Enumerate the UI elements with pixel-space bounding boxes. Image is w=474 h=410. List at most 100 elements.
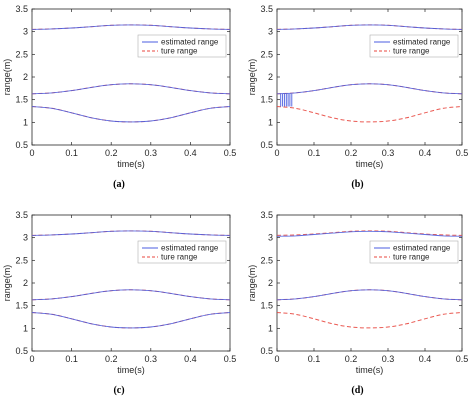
y-tick-label: 1 <box>23 117 28 127</box>
estimated-range-line-1 <box>32 230 230 236</box>
true-range-line-3 <box>277 312 462 329</box>
estimated-range-line-3 <box>32 312 230 329</box>
legend-label-estimated: estimated range <box>393 38 451 47</box>
y-tick-label: 1.5 <box>15 301 28 311</box>
y-tick-label: 1 <box>268 323 273 333</box>
x-tick-label: 0.4 <box>184 354 197 364</box>
x-tick-label: 0.3 <box>145 148 158 158</box>
estimated-range-line-1 <box>32 24 230 30</box>
y-tick-label: 1 <box>268 117 273 127</box>
y-tick-label: 2.5 <box>15 49 28 59</box>
x-tick-label: 0.2 <box>105 148 118 158</box>
legend-label-estimated: estimated range <box>161 244 219 253</box>
x-tick-label: 0.4 <box>419 148 432 158</box>
legend-label-true: ture range <box>161 47 198 56</box>
legend-label-estimated: estimated range <box>161 38 219 47</box>
estimated-range-line-2 <box>32 289 230 301</box>
y-tick-label: 0.5 <box>15 140 28 150</box>
y-axis-label: range(m) <box>247 265 257 302</box>
y-tick-label: 2 <box>268 278 273 288</box>
y-tick-label: 1.5 <box>260 95 273 105</box>
legend-label-true: ture range <box>393 47 430 56</box>
estimated-range-line-2 <box>277 83 462 95</box>
estimated-range-line-2 <box>277 289 462 301</box>
plot-lines <box>32 24 230 123</box>
legend-box <box>137 34 227 58</box>
estimated-range-line-3 <box>32 106 230 123</box>
y-tick-label: 3.5 <box>260 4 273 14</box>
estimated-range-line-1 <box>277 230 462 237</box>
x-tick-label: 0.2 <box>105 354 118 364</box>
plot-frame <box>31 214 231 352</box>
x-tick-label: 0.1 <box>65 148 78 158</box>
y-tick-label: 3.5 <box>260 210 273 220</box>
x-tick-label: 0.4 <box>419 354 432 364</box>
plot-frame <box>276 8 463 146</box>
y-tick-label: 3.5 <box>15 210 28 220</box>
legend-box <box>369 240 459 264</box>
plot-frame <box>31 8 231 146</box>
y-tick-label: 1.5 <box>260 301 273 311</box>
y-tick-label: 0.5 <box>260 346 273 356</box>
legend-label-true: ture range <box>393 253 430 262</box>
true-range-line-3 <box>277 106 462 123</box>
x-tick-label: 0.3 <box>145 354 158 364</box>
y-tick-label: 2 <box>23 278 28 288</box>
x-tick-label: 0.1 <box>308 148 321 158</box>
legend-label-true: ture range <box>161 253 198 262</box>
legend-label-estimated: estimated range <box>393 244 451 253</box>
estimated-range-line-2 <box>32 83 230 95</box>
y-axis-label: range(m) <box>2 59 12 96</box>
x-tick-label: 0.5 <box>456 354 469 364</box>
x-tick-label: 0.5 <box>456 148 469 158</box>
y-tick-label: 3 <box>23 27 28 37</box>
y-tick-label: 2.5 <box>260 255 273 265</box>
x-tick-label: 0 <box>29 354 34 364</box>
x-tick-label: 0 <box>29 148 34 158</box>
panel-caption: (a) <box>113 179 125 190</box>
x-axis-label: time(s) <box>117 365 145 375</box>
plot-lines <box>32 230 230 329</box>
legend-box <box>137 240 227 264</box>
y-axis-label: range(m) <box>247 59 257 96</box>
x-tick-label: 0 <box>274 354 279 364</box>
chart-panel-a: 0.5 1 1.5 2 2.5 3 3.5 0 0.1 0.2 0.3 0.4 0.5 time(s) ra… <box>2 4 236 190</box>
plot-lines <box>277 24 462 123</box>
x-tick-label: 0.5 <box>224 354 237 364</box>
estimated-range-line-1 <box>277 24 462 30</box>
x-axis-label: time(s) <box>356 159 384 169</box>
y-tick-label: 3 <box>268 233 273 243</box>
y-axis-label: range(m) <box>2 265 12 302</box>
chart-panel-c: 0.5 1 1.5 2 2.5 3 3.5 0 0.1 0.2 0.3 0.4 0.5 time(s) ra… <box>2 210 236 396</box>
y-tick-label: 3 <box>268 27 273 37</box>
chart-panel-b: 0.5 1 1.5 2 2.5 3 3.5 0 0.1 0.2 0.3 0.4 0.5 time(s) ra… <box>247 4 468 190</box>
chart-panel-d: 0.5 1 1.5 2 2.5 3 3.5 0 0.1 0.2 0.3 0.4 0.5 time(s) ra… <box>247 210 468 396</box>
y-tick-label: 3.5 <box>15 4 28 14</box>
y-tick-label: 1.5 <box>15 95 28 105</box>
y-tick-label: 3 <box>23 233 28 243</box>
y-tick-label: 2 <box>23 72 28 82</box>
plot-lines <box>277 230 462 329</box>
panel-caption: (c) <box>113 385 124 396</box>
x-tick-label: 0.2 <box>345 354 358 364</box>
x-tick-label: 0.3 <box>382 148 395 158</box>
y-tick-label: 1 <box>23 323 28 333</box>
y-tick-label: 0.5 <box>260 140 273 150</box>
legend-box <box>369 34 459 58</box>
estimated-range-switching <box>280 93 293 107</box>
x-tick-label: 0.2 <box>345 148 358 158</box>
x-axis-label: time(s) <box>356 365 384 375</box>
x-tick-label: 0.3 <box>382 354 395 364</box>
x-tick-label: 0 <box>274 148 279 158</box>
x-axis-label: time(s) <box>117 159 145 169</box>
x-tick-label: 0.1 <box>308 354 321 364</box>
x-tick-label: 0.5 <box>224 148 237 158</box>
x-tick-label: 0.4 <box>184 148 197 158</box>
y-tick-label: 2.5 <box>260 49 273 59</box>
y-tick-label: 2.5 <box>15 255 28 265</box>
